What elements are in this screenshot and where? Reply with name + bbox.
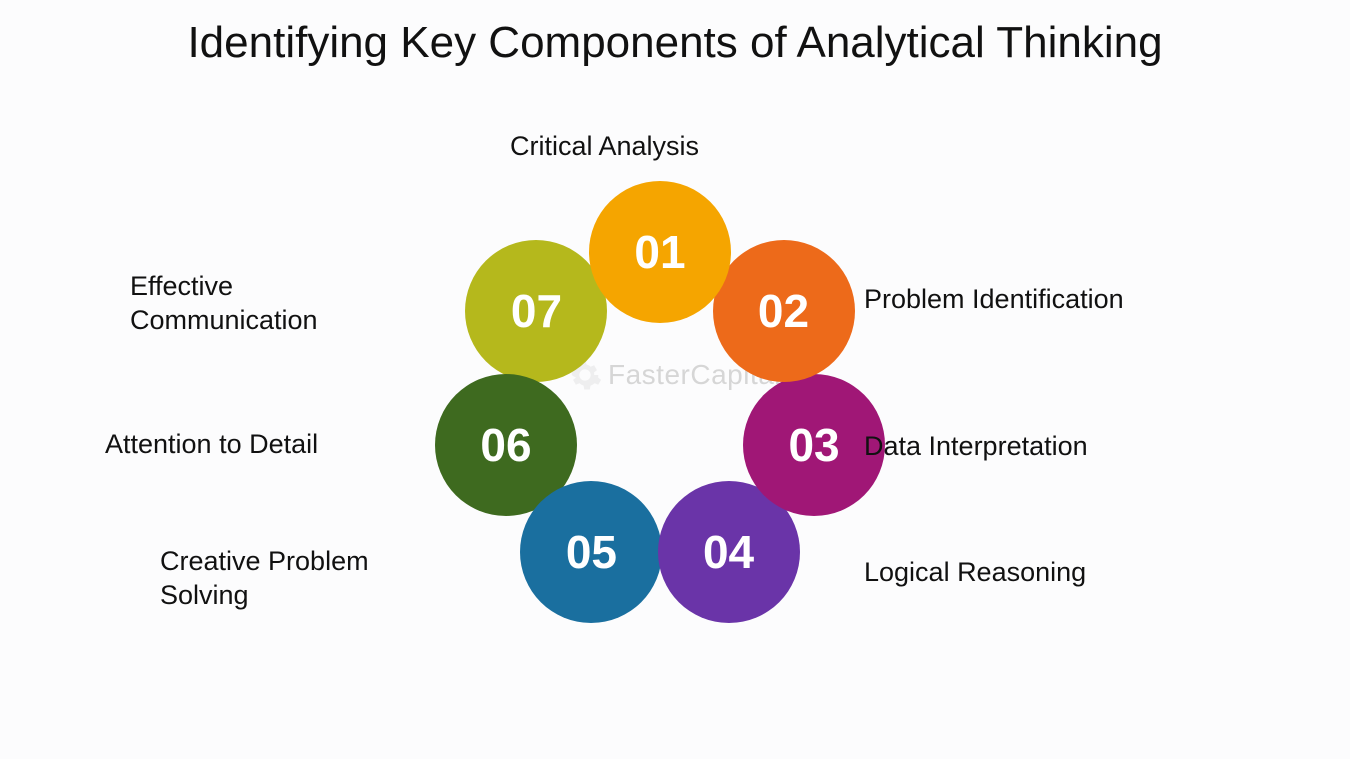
infographic-stage: Identifying Key Components of Analytical…: [0, 0, 1350, 759]
step-label-01: Critical Analysis: [510, 130, 810, 164]
step-number: 03: [788, 418, 839, 472]
step-label-03: Data Interpretation: [864, 430, 1204, 464]
step-label-04: Logical Reasoning: [864, 556, 1204, 590]
step-number: 07: [511, 284, 562, 338]
step-number: 04: [703, 525, 754, 579]
step-label-02: Problem Identification: [864, 283, 1204, 317]
step-label-06: Attention to Detail: [105, 428, 425, 462]
step-number: 01: [634, 225, 685, 279]
step-label-07: Effective Communication: [130, 270, 350, 338]
step-number: 06: [480, 418, 531, 472]
step-circle-07: 07: [465, 240, 607, 382]
step-circle-05: 05: [520, 481, 662, 623]
step-circle-01: 01: [589, 181, 731, 323]
page-title: Identifying Key Components of Analytical…: [0, 18, 1350, 68]
step-number: 02: [758, 284, 809, 338]
step-circle-02: 02: [713, 240, 855, 382]
step-number: 05: [566, 525, 617, 579]
step-label-05: Creative Problem Solving: [160, 545, 440, 613]
